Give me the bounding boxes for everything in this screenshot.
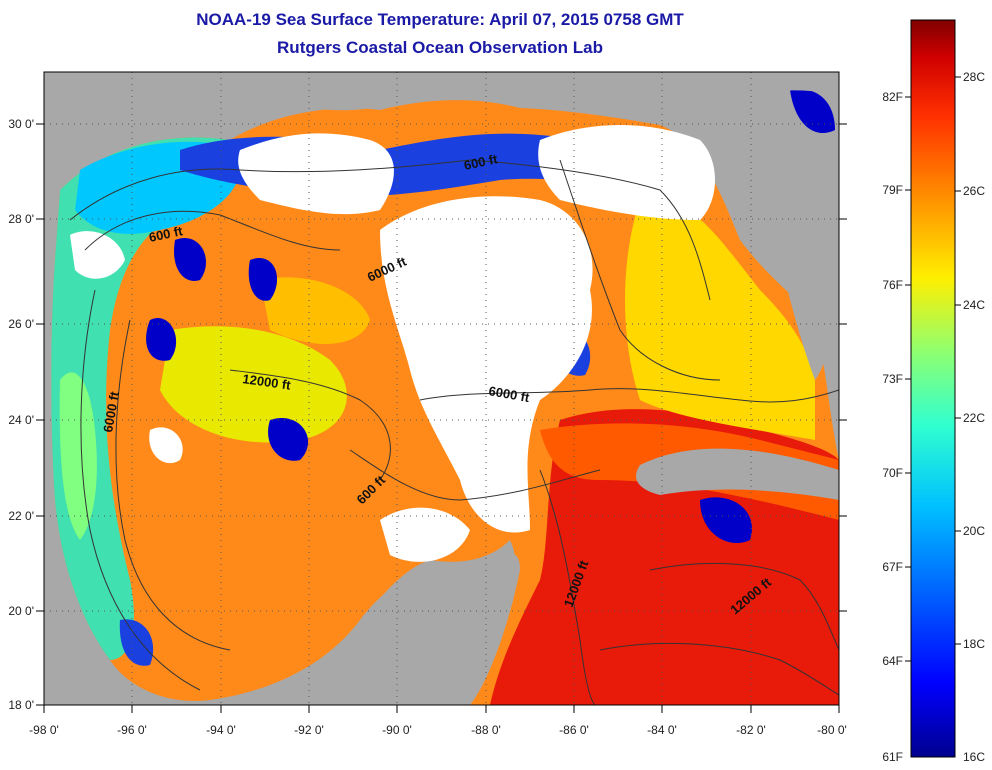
map-title: NOAA-19 Sea Surface Temperature: April 0…	[196, 10, 684, 29]
x-tick-label: -86 0'	[559, 723, 589, 737]
x-tick-label: -98 0'	[29, 723, 59, 737]
y-tick-label: 30 0'	[8, 117, 34, 131]
colorbar-label-c: 24C	[963, 298, 985, 312]
y-tick-label: 26 0'	[8, 317, 34, 331]
x-tick-label: -94 0'	[206, 723, 236, 737]
yucatan	[300, 553, 520, 705]
y-tick-label: 24 0'	[8, 413, 34, 427]
florida-peninsula	[750, 95, 832, 380]
colorbar-label-c: 26C	[963, 184, 985, 198]
cuba	[636, 448, 839, 500]
colorbar-ticks	[905, 76, 961, 662]
x-axis-tick-labels: -98 0' -96 0' -94 0' -92 0' -90 0' -88 0…	[29, 723, 847, 737]
x-axis-ticks	[43, 705, 840, 713]
y-tick-label: 20 0'	[8, 604, 34, 618]
colorbar-celsius-labels: 28C 26C 24C 22C 20C 18C 16C	[963, 70, 985, 764]
x-tick-label: -88 0'	[471, 723, 501, 737]
y-axis-tick-labels: 30 0' 28 0' 26 0' 24 0' 22 0' 20 0' 18 0…	[8, 117, 34, 712]
cloud-west	[70, 231, 125, 279]
y-tick-label: 22 0'	[8, 509, 34, 523]
colorbar-label-c: 22C	[963, 411, 985, 425]
colorbar-label-f: 76F	[882, 278, 903, 292]
shelf-patch-7	[790, 89, 835, 134]
shelf-patch-4	[268, 418, 309, 461]
central-yellow	[160, 326, 347, 443]
colorbar-label-f: 73F	[882, 372, 903, 386]
mid-yellow	[260, 277, 370, 344]
contour-label-6000ft-east: 6000 ft	[487, 383, 531, 405]
east-shelf-yellow	[625, 198, 815, 440]
colorbar-label-c: 20C	[963, 524, 985, 538]
sst-map-area: 600 ft 600 ft 6000 ft 12000 ft 6000 ft 6…	[44, 72, 839, 705]
colorbar-fahrenheit-labels: 82F 79F 76F 73F 70F 67F 64F 61F	[882, 90, 903, 764]
shelf-patch-6	[700, 497, 752, 544]
map-frame	[43, 71, 840, 706]
contour-label-12000ft-central: 12000 ft	[242, 371, 293, 393]
cloud-north	[238, 133, 394, 215]
x-tick-label: -96 0'	[117, 723, 147, 737]
x-tick-label: -90 0'	[382, 723, 412, 737]
x-tick-label: -84 0'	[647, 723, 677, 737]
colorbar-label-f: 64F	[882, 654, 903, 668]
y-tick-label: 28 0'	[8, 212, 34, 226]
colorbar-label-c: 18C	[963, 637, 985, 651]
us-gulf-coast	[44, 72, 839, 170]
lat-lon-grid	[44, 72, 839, 705]
y-axis-ticks	[36, 123, 847, 706]
colorbar-label-f: 61F	[882, 750, 903, 764]
shelf-patch-1	[174, 238, 206, 281]
x-tick-label: -80 0'	[817, 723, 847, 737]
cloud-south	[380, 507, 470, 562]
colorbar-label-c: 28C	[963, 70, 985, 84]
bathymetry-contours	[69, 159, 839, 705]
colorbar-label-f: 82F	[882, 90, 903, 104]
cloud-shelf	[149, 427, 183, 464]
cloud-northeast	[538, 125, 715, 220]
shelf-patch-2	[248, 258, 278, 301]
shelf-patch-3	[146, 318, 177, 361]
cloud-central	[380, 196, 593, 533]
map-subtitle: Rutgers Coastal Ocean Observation Lab	[277, 38, 603, 57]
contour-label-600ft-north: 600 ft	[463, 151, 500, 173]
colorbar-label-f: 67F	[882, 560, 903, 574]
mexico-west-coast	[44, 170, 110, 705]
colorbar-label-f: 79F	[882, 183, 903, 197]
x-tick-label: -92 0'	[294, 723, 324, 737]
colorbar	[910, 19, 956, 758]
x-tick-label: -82 0'	[736, 723, 766, 737]
y-tick-label: 18 0'	[8, 698, 34, 712]
contour-label-6000ft-west: 6000 ft	[100, 390, 122, 434]
colorbar-label-c: 16C	[963, 750, 985, 764]
colorbar-label-f: 70F	[882, 466, 903, 480]
shelf-patch-8	[119, 619, 154, 666]
west-inner-shelf	[59, 372, 97, 540]
contour-label-600ft-west: 600 ft	[148, 223, 185, 245]
